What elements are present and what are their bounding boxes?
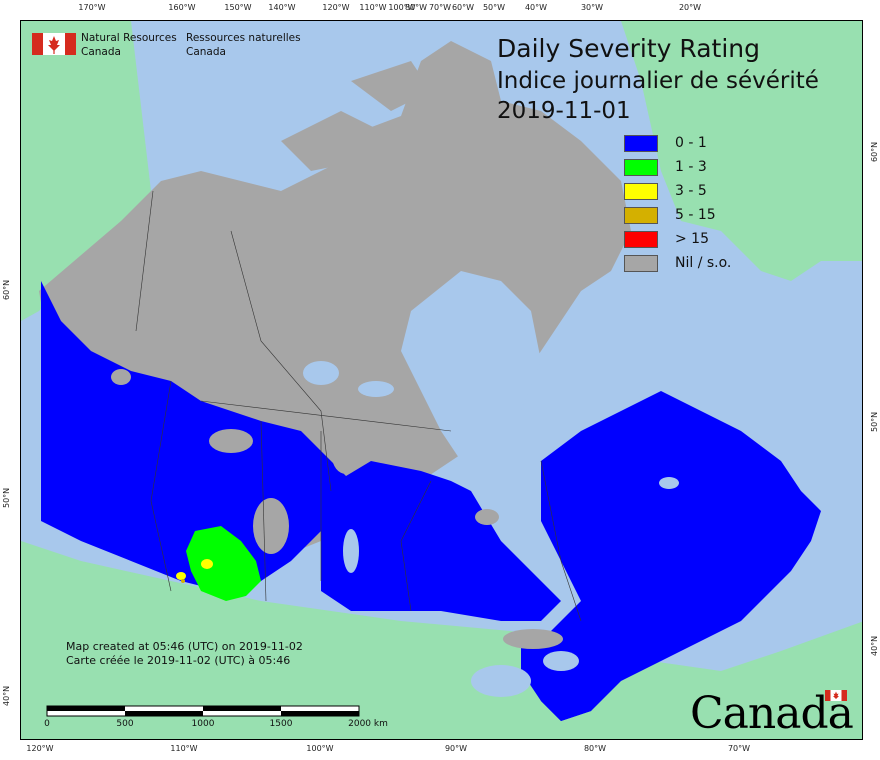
canada-wordmark: Canada: [690, 688, 854, 739]
arctic-island: [441, 121, 521, 181]
wordmark-flag-icon: [825, 690, 847, 701]
legend-item: Nil / s.o.: [624, 255, 784, 275]
map-date: 2019-11-01: [497, 98, 631, 124]
rating-ontario-south: [521, 631, 611, 721]
top-lon-label: 160°W: [168, 3, 196, 12]
map-credit: Map created at 05:46 (UTC) on 2019-11-02…: [66, 640, 303, 668]
agency-name-en-line2: Canada: [81, 46, 121, 58]
province-boundaries: [135, 190, 582, 622]
top-lon-label: 20°W: [678, 3, 702, 12]
nodata-pocket: [253, 498, 289, 554]
top-lon-label: 30°W: [580, 3, 604, 12]
scale-bar: 0 500 1000 1500 2000 km: [44, 704, 388, 734]
legend-swatch: [624, 207, 658, 224]
legend-swatch: [624, 159, 658, 176]
canada-flag-icon: [32, 33, 76, 55]
top-lon-label: 100°W: [388, 3, 416, 12]
agency-name-fr-line2: Canada: [186, 46, 226, 58]
lake: [659, 477, 679, 489]
bottom-lon-label: 100°W: [306, 744, 334, 753]
lake: [358, 381, 394, 397]
map-title-english: Daily Severity Rating: [497, 34, 761, 63]
legend-label: > 15: [675, 231, 709, 247]
scale-bar-graphic: [46, 705, 360, 717]
bottom-lon-label: 90°W: [444, 744, 468, 753]
scale-label: 1500: [269, 719, 293, 729]
bottom-lon-label: 70°W: [727, 744, 751, 753]
arctic-island: [351, 61, 431, 111]
top-lon-label: 60°W: [451, 3, 475, 12]
arctic-island: [281, 111, 381, 171]
left-lat-label: 40°N: [2, 685, 11, 706]
rating-prairie-yellow: [176, 572, 186, 580]
rating-east: [531, 391, 821, 721]
nodata-pocket: [209, 429, 253, 453]
legend-item: 0 - 1: [624, 135, 784, 155]
map-canvas: [20, 20, 863, 740]
nodata-pocket: [111, 369, 131, 385]
legend-label: 3 - 5: [675, 183, 707, 199]
agency-name-en-line1: Natural Resources: [81, 32, 177, 44]
nodata-pocket: [475, 509, 499, 525]
top-lon-label: 110°W: [359, 3, 387, 12]
great-lakes: [471, 665, 531, 697]
top-lon-label: 80°W: [404, 3, 428, 12]
top-lon-label: 70°W: [428, 3, 452, 12]
top-lon-label: 120°W: [322, 3, 350, 12]
arctic-island: [501, 181, 591, 251]
legend-swatch: [624, 231, 658, 248]
credit-english: Map created at 05:46 (UTC) on 2019-11-02: [66, 640, 303, 653]
legend-swatch: [624, 183, 658, 200]
alaska-land: [21, 21, 151, 321]
legend-label: 1 - 3: [675, 159, 707, 175]
legend-item: 1 - 3: [624, 159, 784, 179]
left-lat-label: 50°N: [2, 487, 11, 508]
legend-item: 3 - 5: [624, 183, 784, 203]
scale-label: 2000 km: [348, 719, 388, 729]
rating-central: [321, 461, 561, 621]
top-lon-label: 40°W: [524, 3, 548, 12]
greenland-land: [621, 21, 862, 281]
hudson-bay: [401, 271, 541, 461]
lake: [343, 529, 359, 573]
rating-prairie-green: [186, 526, 261, 601]
bottom-lon-label: 110°W: [170, 744, 198, 753]
agency-name-fr-line1: Ressources naturelles: [186, 32, 301, 44]
nodata-pocket: [503, 629, 563, 649]
legend-item: 5 - 15: [624, 207, 784, 227]
bottom-lon-label: 80°W: [583, 744, 607, 753]
great-lakes: [543, 651, 579, 671]
right-lat-label: 60°N: [870, 141, 879, 162]
nodata-pocket: [332, 438, 360, 474]
legend-item: > 15: [624, 231, 784, 251]
rating-prairie-gold: [181, 579, 185, 583]
right-lat-label: 40°N: [870, 635, 879, 656]
left-lat-label: 60°N: [2, 279, 11, 300]
top-lon-label: 50°W: [482, 3, 506, 12]
right-lat-label: 50°N: [870, 411, 879, 432]
scale-label: 0: [44, 719, 50, 729]
top-lon-label: 150°W: [224, 3, 252, 12]
map-title-french: Indice journalier de sévérité: [497, 68, 819, 94]
scale-label: 1000: [191, 719, 215, 729]
legend-label: 0 - 1: [675, 135, 707, 151]
map-drawing: [21, 21, 862, 739]
credit-french: Carte créée le 2019-11-02 (UTC) à 05:46: [66, 654, 291, 667]
legend-swatch: [624, 135, 658, 152]
rating-prairie-yellow: [201, 559, 213, 569]
legend-label: Nil / s.o.: [675, 255, 732, 271]
lake: [303, 361, 339, 385]
usa-land: [21, 541, 862, 739]
top-lon-label: 140°W: [268, 3, 296, 12]
legend-swatch: [624, 255, 658, 272]
bottom-lon-label: 120°W: [26, 744, 54, 753]
top-lon-label: 170°W: [78, 3, 106, 12]
legend-label: 5 - 15: [675, 207, 716, 223]
scale-label: 500: [116, 719, 134, 729]
